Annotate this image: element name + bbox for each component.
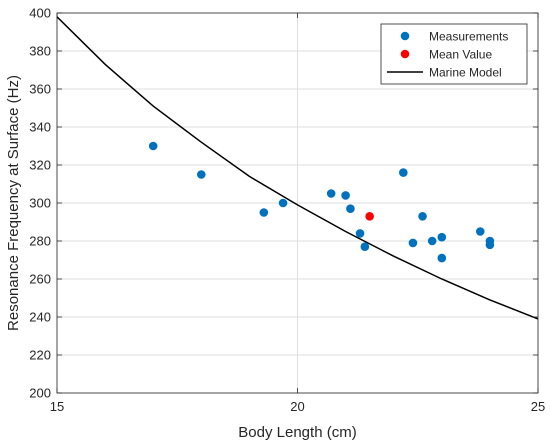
y-tick-label: 380	[29, 44, 51, 59]
y-axis-label: Resonance Frequency at Surface (Hz)	[5, 75, 22, 331]
data-point-mean-value	[365, 212, 374, 221]
data-point-measurements	[259, 208, 269, 217]
data-point-measurements	[427, 236, 437, 246]
y-tick-label: 240	[29, 310, 51, 325]
y-tick-label: 220	[29, 348, 51, 363]
x-tick-label: 20	[290, 399, 304, 414]
data-point-measurements	[408, 238, 418, 248]
data-point-measurements	[197, 170, 206, 179]
data-point-measurements	[346, 204, 355, 213]
data-point-measurements	[355, 229, 365, 238]
y-tick-label: 260	[29, 272, 51, 287]
y-tick-label: 400	[29, 6, 51, 21]
data-point-measurements	[148, 141, 158, 151]
plot-area	[57, 16, 538, 320]
series-line-marine-model	[57, 16, 538, 320]
data-point-measurements	[360, 242, 370, 251]
data-point-measurements	[437, 253, 447, 263]
y-tick-label: 280	[29, 234, 51, 249]
x-tick-label: 15	[50, 399, 64, 414]
x-tick-label: 25	[531, 399, 545, 414]
data-point-measurements	[341, 191, 350, 200]
legend: Measurements Mean Value Marine Model	[380, 23, 528, 85]
legend-swatch-mean-value	[400, 49, 410, 59]
data-point-measurements	[399, 168, 408, 177]
tick-labels: 15 20 25 200 220 240 260 280 300 320 340 360 380 400	[29, 6, 545, 415]
x-axis-label: Body Length (cm)	[238, 424, 356, 441]
data-point-measurements	[485, 240, 495, 250]
data-point-measurements	[326, 189, 336, 198]
legend-swatch-measurements	[400, 31, 410, 41]
y-tick-label: 200	[29, 386, 51, 401]
data-point-measurements	[278, 198, 288, 208]
y-tick-label: 360	[29, 82, 51, 97]
axes	[56, 12, 539, 394]
legend-label-marine-model: Marine Model	[429, 66, 502, 80]
legend-label-measurements: Measurements	[429, 30, 508, 44]
y-tick-label: 320	[29, 158, 51, 173]
data-point-measurements	[475, 227, 485, 236]
y-tick-label: 340	[29, 120, 51, 135]
data-point-measurements	[437, 232, 447, 242]
data-point-measurements	[418, 212, 427, 221]
y-tick-label: 300	[29, 196, 51, 211]
legend-label-mean-value: Mean Value	[429, 48, 492, 62]
